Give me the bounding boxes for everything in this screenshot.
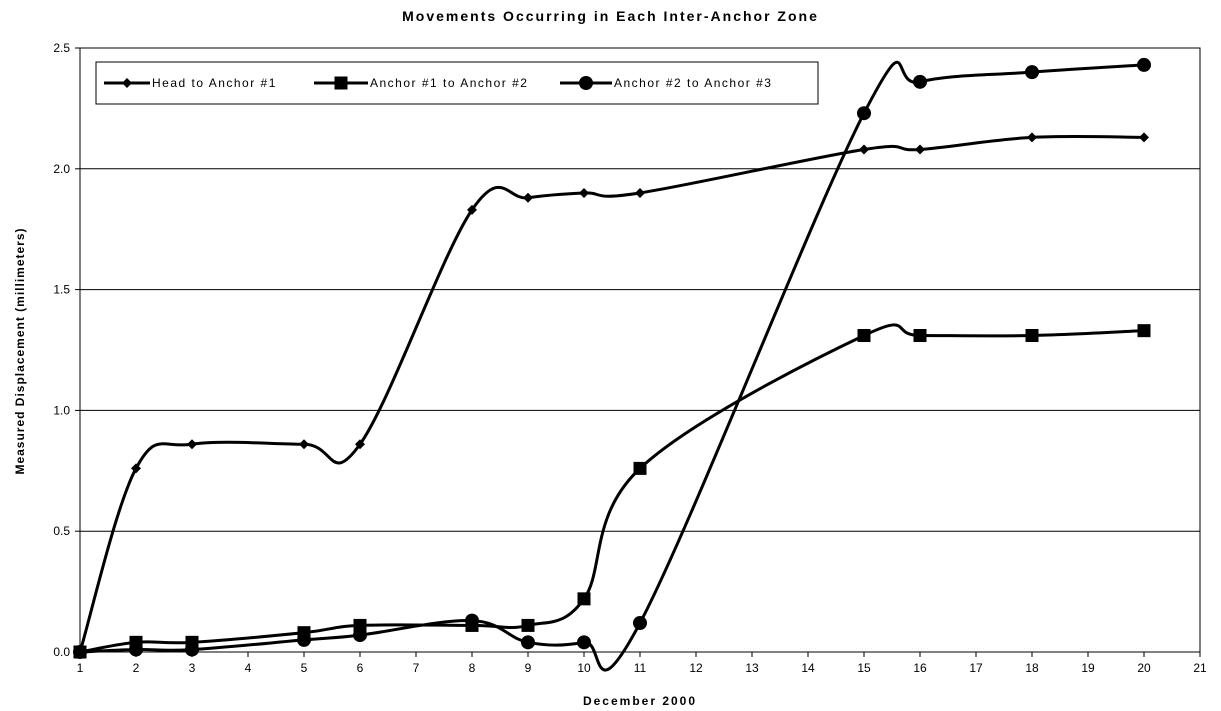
data-point xyxy=(1137,324,1151,338)
data-point xyxy=(355,439,365,450)
legend-item: Anchor #1 to Anchor #2 xyxy=(314,76,528,90)
x-tick-label: 5 xyxy=(301,661,308,675)
legend-label: Head to Anchor #1 xyxy=(152,76,277,90)
x-tick-label: 2 xyxy=(133,661,140,675)
x-tick-label: 17 xyxy=(969,661,983,675)
x-tick-label: 9 xyxy=(525,661,532,675)
y-tick-label: 1.0 xyxy=(53,403,70,417)
y-tick-label: 2.0 xyxy=(53,162,70,176)
y-tick-label: 0.0 xyxy=(53,645,70,659)
x-tick-label: 7 xyxy=(413,661,420,675)
data-point xyxy=(73,645,87,659)
series-1 xyxy=(75,132,1149,657)
x-tick-label: 8 xyxy=(469,661,476,675)
x-axis-label: December 2000 xyxy=(582,694,698,708)
legend-item: Head to Anchor #1 xyxy=(104,76,277,90)
series-2 xyxy=(73,323,1151,659)
data-point xyxy=(131,463,141,474)
data-point xyxy=(465,613,479,628)
data-point xyxy=(1025,65,1039,80)
data-point xyxy=(577,635,591,650)
data-point xyxy=(1139,132,1149,143)
x-tick-label: 4 xyxy=(245,661,252,675)
data-point xyxy=(299,439,309,450)
x-tick-label: 11 xyxy=(634,661,647,675)
data-point xyxy=(1027,132,1037,143)
x-tick-label: 15 xyxy=(857,661,871,675)
data-point xyxy=(913,329,927,343)
x-tick-label: 10 xyxy=(577,661,591,675)
x-tick-label: 14 xyxy=(801,661,815,675)
legend-label: Anchor #1 to Anchor #2 xyxy=(370,76,528,90)
data-point xyxy=(857,106,871,121)
data-point xyxy=(467,204,477,215)
data-point xyxy=(521,618,535,632)
data-point xyxy=(857,329,871,343)
series-line xyxy=(79,60,1145,672)
data-point xyxy=(1025,329,1039,343)
x-tick-label: 1 xyxy=(77,661,84,675)
data-point xyxy=(353,628,367,643)
x-tick-label: 3 xyxy=(189,661,196,675)
x-tick-label: 12 xyxy=(689,661,703,675)
data-point xyxy=(1137,57,1151,72)
legend-marker xyxy=(334,76,348,90)
chart-title: Movements Occurring in Each Inter-Anchor… xyxy=(402,8,819,24)
data-point xyxy=(579,187,589,198)
data-point xyxy=(915,144,925,155)
series-3 xyxy=(73,57,1151,672)
x-tick-label: 16 xyxy=(913,661,927,675)
data-point xyxy=(185,642,199,657)
y-axis-label: Measured Displacement (millimeters) xyxy=(13,227,27,475)
data-point xyxy=(521,635,535,650)
legend-marker xyxy=(122,78,132,88)
legend: Head to Anchor #1 Anchor #1 to Anchor #2 A… xyxy=(95,61,819,105)
data-point xyxy=(187,439,197,450)
data-point xyxy=(523,192,533,203)
y-tick-label: 1.5 xyxy=(53,283,70,297)
data-point xyxy=(913,74,927,89)
x-tick-label: 6 xyxy=(357,661,364,675)
data-point xyxy=(859,144,869,155)
y-tick-label: 0.5 xyxy=(53,524,70,538)
data-point xyxy=(129,642,143,657)
legend-marker xyxy=(579,76,593,90)
x-tick-label: 21 xyxy=(1193,661,1207,675)
data-point xyxy=(353,618,367,632)
legend-item: Anchor #2 to Anchor #3 xyxy=(560,76,772,90)
data-point xyxy=(633,616,647,631)
x-tick-label: 19 xyxy=(1081,661,1095,675)
data-point xyxy=(577,592,591,606)
data-point xyxy=(635,187,645,198)
data-point xyxy=(633,461,647,475)
legend-label: Anchor #2 to Anchor #3 xyxy=(614,76,772,90)
series-line xyxy=(78,134,1145,653)
data-point xyxy=(297,632,311,647)
y-tick-label: 2.5 xyxy=(53,41,70,55)
x-tick-label: 20 xyxy=(1137,661,1151,675)
x-tick-label: 18 xyxy=(1025,661,1039,675)
x-tick-label: 13 xyxy=(745,661,759,675)
series-line xyxy=(79,323,1145,654)
legend-box xyxy=(95,61,819,105)
